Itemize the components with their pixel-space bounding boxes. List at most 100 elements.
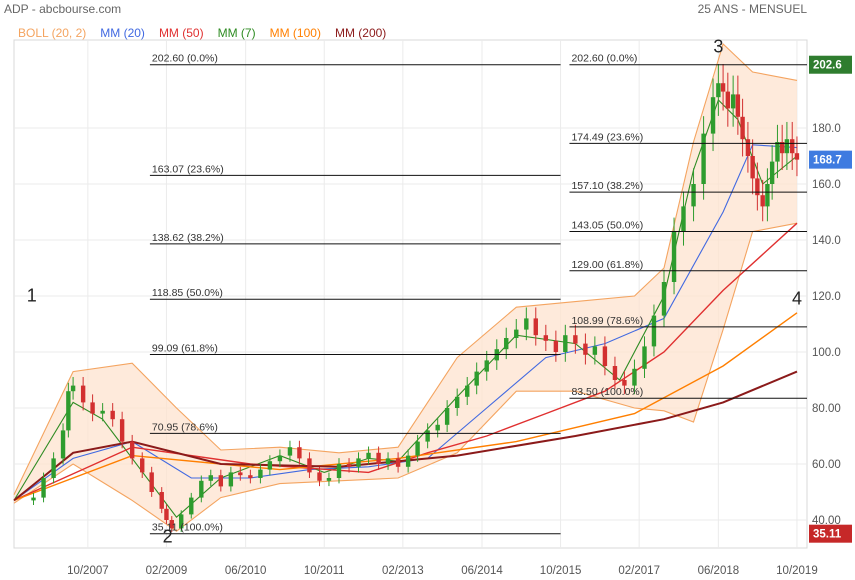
candle-body: [80, 385, 86, 403]
candle-body: [720, 83, 726, 92]
fib-level-label: 70.95 (78.6%): [152, 421, 218, 433]
x-tick-label: 10/2011: [304, 565, 345, 577]
candle-body: [755, 178, 760, 196]
y-tick-label: 100.0: [812, 347, 841, 359]
legend-item[interactable]: MM (100): [269, 26, 321, 40]
candle-body: [435, 424, 440, 431]
candle-body: [504, 338, 509, 350]
candle-body: [248, 475, 253, 478]
fib-level-label: 118.85 (50.0%): [152, 287, 223, 299]
candle-body: [769, 161, 775, 184]
price-badge-value: 168.7: [813, 155, 842, 167]
candle-body: [454, 396, 460, 408]
x-tick-label: 02/2009: [146, 565, 188, 577]
candle-body: [725, 91, 731, 109]
candle-body: [612, 366, 618, 380]
candle-body: [484, 360, 489, 372]
candle-body: [267, 461, 273, 470]
candle-body: [543, 335, 549, 341]
candle-body: [100, 410, 105, 414]
candle-body: [385, 458, 391, 464]
candle-body: [415, 441, 420, 456]
wave-annotation: 4: [792, 288, 802, 308]
indicator-line: [13, 222, 798, 502]
candle-body: [760, 195, 765, 207]
candle-body: [779, 142, 785, 154]
legend-item[interactable]: MM (200): [334, 26, 387, 40]
candle-body: [671, 231, 677, 282]
candle-body: [51, 458, 56, 478]
fib-level-label: 83.50 (100.0%): [571, 386, 643, 398]
candle-body: [199, 480, 204, 498]
y-tick-label: 40.00: [812, 515, 841, 527]
candle-body: [41, 478, 46, 498]
candle-body: [317, 472, 322, 481]
price-badge: [809, 524, 852, 543]
fib-level-label: 143.05 (50.0%): [571, 219, 643, 231]
price-badge-value: 35.11: [813, 529, 842, 541]
candle-body: [602, 346, 608, 366]
candle-body: [228, 472, 234, 487]
legend-item[interactable]: MM (50): [158, 26, 204, 40]
legend-item[interactable]: MM (20): [100, 26, 145, 40]
candle-body: [169, 520, 174, 529]
candle-body: [622, 380, 627, 386]
candle-body: [346, 464, 352, 467]
candle-body: [573, 335, 578, 344]
candle-body: [90, 402, 95, 414]
candle-body: [189, 497, 194, 515]
wave-annotation: 2: [163, 526, 173, 546]
candle-body: [784, 139, 790, 154]
candle-body: [765, 184, 770, 207]
fib-level-label: 99.09 (61.8%): [152, 343, 218, 355]
candle-body: [297, 447, 302, 459]
candle-body: [735, 94, 741, 117]
y-tick-label: 140.0: [812, 235, 841, 247]
candle-body: [642, 346, 647, 369]
candle-body: [395, 458, 401, 467]
indicator-legend: BOLL (20, 2) MM (20) MM (50) MM (7) MM (100)…: [18, 26, 400, 40]
candle-body: [465, 385, 470, 397]
candle-body: [474, 371, 479, 386]
candle-body: [444, 408, 450, 425]
candle-body: [110, 410, 115, 420]
y-tick-label: 60.00: [812, 459, 841, 471]
candle-body: [745, 139, 751, 156]
y-tick-label: 120.0: [812, 291, 841, 303]
candle-body: [336, 464, 342, 478]
candle-body: [179, 514, 184, 529]
timeframe-label[interactable]: 25 ANS - MENSUEL: [697, 2, 807, 16]
fib-level-label: 174.49 (23.6%): [571, 131, 643, 143]
candle-body: [31, 497, 36, 501]
wave-annotation: 3: [713, 36, 723, 56]
y-tick-label: 80.00: [812, 403, 841, 415]
candle-body: [651, 315, 657, 347]
legend-item[interactable]: MM (7): [217, 26, 256, 40]
chart-title: ADP - abcbourse.com: [4, 2, 122, 16]
candle-body: [553, 340, 559, 352]
candle-body: [775, 142, 780, 162]
candle-body: [258, 469, 263, 478]
x-tick-label: 02/2013: [382, 565, 424, 577]
candle-body: [66, 391, 71, 431]
fib-level-label: 157.10 (38.2%): [571, 180, 643, 192]
candle-body: [159, 492, 164, 509]
candle-body: [149, 472, 154, 492]
candle-body: [119, 419, 125, 442]
candle-body: [681, 206, 686, 232]
candle-body: [287, 447, 293, 456]
candle-body: [524, 318, 529, 330]
candle-body: [164, 508, 169, 520]
wave-annotation: 1: [27, 286, 37, 306]
candle-body: [750, 156, 755, 179]
candle-body: [218, 475, 224, 487]
candle-body: [60, 430, 66, 459]
x-tick-label: 10/2007: [67, 565, 109, 577]
candle-body: [425, 430, 430, 442]
candle-body: [129, 441, 135, 459]
legend-item[interactable]: BOLL (20, 2): [18, 26, 87, 40]
fib-level-label: 202.60 (0.0%): [571, 53, 637, 65]
fib-level-label: 35.11 (100.0%): [152, 522, 223, 534]
fib-level-label: 108.99 (78.6%): [571, 315, 643, 327]
